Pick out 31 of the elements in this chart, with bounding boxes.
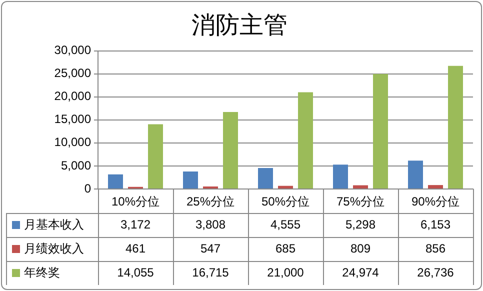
x-tick-label: 50%分位	[261, 194, 310, 209]
data-label: 24,974	[342, 265, 380, 280]
x-tick-label: 90%分位	[411, 194, 460, 209]
data-label: 26,736	[417, 265, 454, 280]
chart-title: 消防主管	[192, 12, 288, 40]
y-tick-label: 15,000	[54, 112, 92, 126]
legend-label: 年终奖	[24, 265, 60, 280]
legend-label: 月基本收入	[24, 217, 84, 232]
y-tick-label: 10,000	[54, 135, 92, 150]
data-label: 6,153	[420, 217, 451, 232]
y-tick-label: 5,000	[60, 158, 92, 172]
x-tick-label: 10%分位	[111, 194, 160, 209]
y-tick-label: 25,000	[54, 66, 92, 80]
data-label: 3,808	[195, 217, 226, 232]
y-tick-label: 0	[84, 181, 92, 196]
data-label: 3,172	[120, 217, 151, 232]
y-tick-label: 20,000	[54, 89, 92, 104]
data-label: 685	[275, 241, 296, 256]
data-label: 21,000	[267, 265, 304, 280]
data-label: 856	[425, 241, 446, 256]
data-label: 16,715	[192, 265, 230, 280]
data-label: 4,555	[270, 217, 301, 232]
x-tick-label: 25%分位	[186, 194, 235, 209]
x-tick-label: 75%分位	[336, 194, 385, 209]
y-tick-label: 30,000	[54, 43, 92, 58]
data-label: 461	[125, 241, 146, 256]
legend-label: 月绩效收入	[24, 241, 84, 256]
data-label: 5,298	[345, 217, 376, 232]
data-label: 547	[200, 241, 221, 256]
data-label: 809	[350, 241, 371, 256]
data-label: 14,055	[117, 265, 154, 280]
